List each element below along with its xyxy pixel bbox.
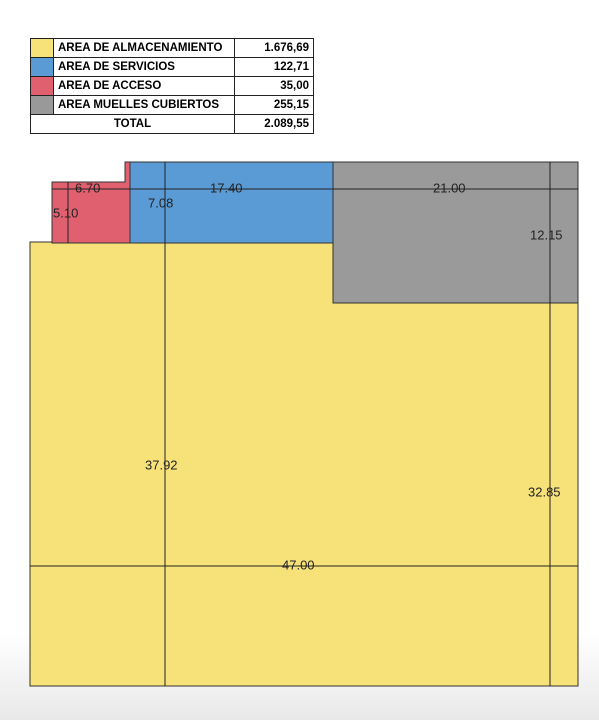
area-label: AREA DE SERVICIOS bbox=[53, 57, 235, 77]
dim-label: 17.40 bbox=[210, 180, 243, 195]
legend-row: AREA DE SERVICIOS 122,71 bbox=[30, 57, 314, 77]
docks-area bbox=[332, 161, 579, 304]
total-value: 2.089,55 bbox=[234, 114, 314, 134]
services-area bbox=[129, 161, 334, 244]
access-area bbox=[51, 161, 131, 244]
dimension-lines bbox=[30, 162, 578, 686]
dim-label: 12.15 bbox=[530, 227, 563, 242]
area-value: 35,00 bbox=[234, 76, 314, 96]
dim-label: 47.00 bbox=[282, 557, 315, 572]
legend-row: TOTAL 2.089,55 bbox=[30, 114, 314, 134]
dim-label: 6.70 bbox=[75, 180, 100, 195]
dim-label: 32.85 bbox=[528, 484, 561, 499]
total-label: TOTAL bbox=[30, 114, 235, 134]
dim-label: 5.10 bbox=[53, 205, 78, 220]
storage-area bbox=[29, 241, 579, 687]
dim-label: 7.08 bbox=[148, 195, 173, 210]
swatch bbox=[30, 95, 54, 115]
dimension-labels: 6.70 5.10 7.08 17.40 21.00 12.15 37.92 3… bbox=[53, 180, 563, 572]
legend-table: AREA DE ALMACENAMIENTO 1.676,69 AREA DE S… bbox=[30, 38, 314, 134]
dim-label: 21.00 bbox=[433, 180, 466, 195]
dim-label: 37.92 bbox=[145, 457, 178, 472]
